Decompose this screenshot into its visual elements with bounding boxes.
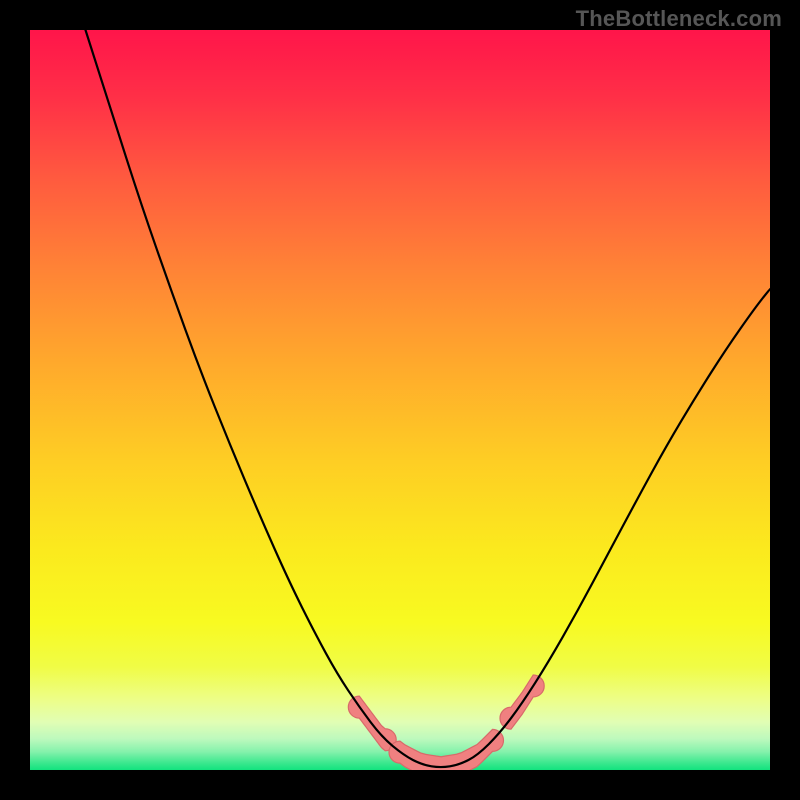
- chart-frame: TheBottleneck.com: [0, 0, 800, 800]
- bottleneck-chart: [0, 0, 800, 800]
- gradient-background: [30, 30, 770, 770]
